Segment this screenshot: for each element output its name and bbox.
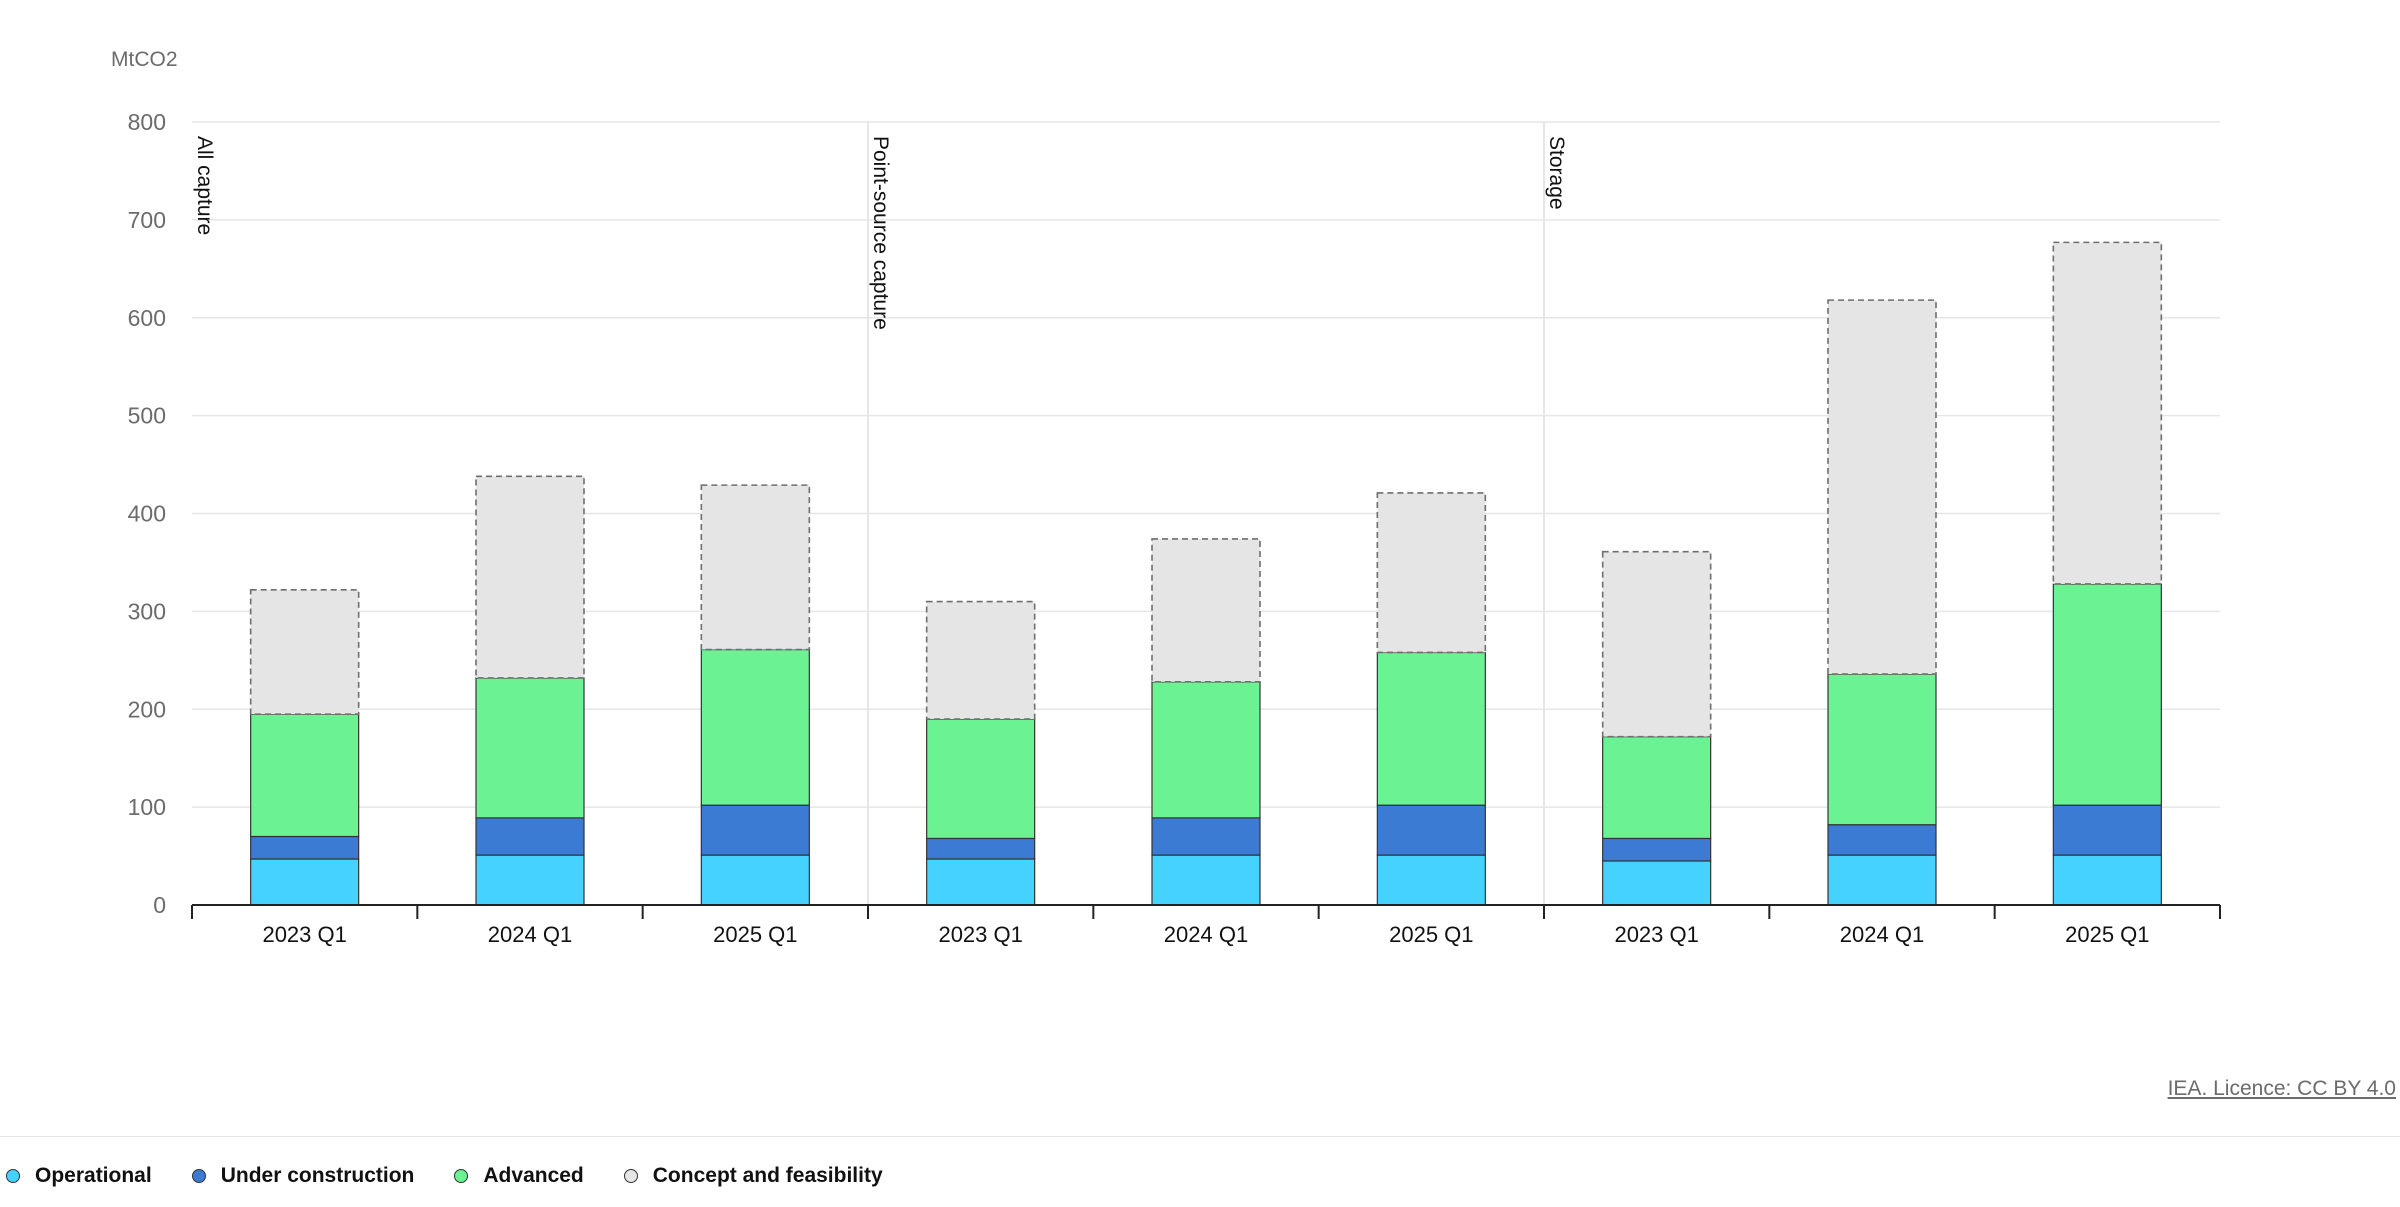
y-tick-label: 300 [128, 598, 166, 624]
bar-segment-operational [1376, 854, 1486, 906]
x-tick-label: 2023 Q1 [938, 922, 1022, 947]
bar-segment-concept-and-feasibility [700, 484, 811, 651]
y-tick-label: 700 [128, 207, 166, 233]
bar-segment-advanced [700, 648, 810, 806]
y-axis-unit-label: MtCO2 [111, 48, 178, 71]
bars [249, 241, 2163, 906]
bar-segment-advanced [1151, 681, 1261, 819]
legend-label: Operational [35, 1164, 152, 1187]
bar-segment-advanced [1602, 736, 1712, 840]
legend-swatch [623, 1169, 638, 1183]
bar-segment-advanced [1827, 673, 1937, 826]
bar-segment-concept-and-feasibility [1151, 538, 1261, 683]
bar-segment-advanced [250, 713, 360, 838]
bar-segment-concept-and-feasibility [1376, 492, 1487, 654]
bar-segment-operational [1827, 854, 1937, 906]
bar-segment-concept-and-feasibility [1601, 550, 1712, 738]
group-label: All capture [193, 136, 216, 235]
y-tick-labels: 0 100 200 300 400 500 600 700 800 [128, 109, 166, 918]
licence-credit-link[interactable]: IEA. Licence: CC BY 4.0 [2167, 1077, 2396, 1100]
y-tick-label: 200 [128, 696, 166, 722]
bar-segment-advanced [2052, 583, 2162, 806]
bar-segment-concept-and-feasibility [249, 589, 360, 715]
bar-segment-operational [926, 858, 1036, 906]
legend-item-advanced[interactable]: Advanced [454, 1164, 584, 1188]
bar-segment-advanced [1376, 651, 1486, 806]
bar-segment-concept-and-feasibility [925, 600, 1036, 720]
legend-swatch [6, 1169, 20, 1183]
x-tick-label: 2025 Q1 [2065, 922, 2149, 947]
bar-segment-advanced [475, 677, 585, 819]
bar-segment-operational [1602, 860, 1712, 906]
group-label: Point-source capture [869, 136, 892, 330]
x-tick-label: 2024 Q1 [488, 922, 572, 947]
x-tick-label: 2025 Q1 [1389, 922, 1473, 947]
legend-item-under-construction[interactable]: Under construction [191, 1164, 415, 1188]
legend-label: Advanced [483, 1164, 584, 1187]
bar-segment-concept-and-feasibility [2052, 241, 2163, 585]
legend-item-operational[interactable]: Operational [6, 1164, 152, 1188]
bar-segment-operational [1151, 854, 1261, 906]
x-tick-labels: 2023 Q1 2024 Q1 2025 Q1 2023 Q1 2024 Q1 2025 … [262, 922, 2149, 947]
axes [191, 904, 2221, 919]
bar-segment-under-construction [2052, 804, 2162, 856]
bar-segment-under-construction [475, 817, 585, 856]
bar-segment-under-construction [700, 804, 810, 856]
y-tick-label: 100 [128, 794, 166, 820]
legend-item-concept-and-feasibility[interactable]: Concept and feasibility [623, 1164, 883, 1188]
bar-segment-under-construction [1602, 837, 1712, 862]
group-label: Storage [1545, 136, 1568, 210]
group-separators [867, 122, 1545, 905]
y-tick-label: 800 [128, 109, 166, 135]
bar-segment-under-construction [926, 837, 1036, 860]
y-tick-label: 400 [128, 501, 166, 527]
bar-segment-operational [700, 854, 810, 906]
legend-swatch [191, 1169, 206, 1183]
x-tick-label: 2023 Q1 [262, 922, 346, 947]
legend-label: Concept and feasibility [652, 1164, 883, 1187]
x-tick-label: 2025 Q1 [713, 922, 797, 947]
bar-segment-under-construction [1151, 817, 1261, 856]
bar-segment-operational [2052, 854, 2162, 906]
bar-segment-operational [250, 858, 360, 906]
bar-segment-under-construction [1376, 804, 1486, 856]
bar-segment-concept-and-feasibility [475, 475, 585, 679]
x-tick-label: 2024 Q1 [1840, 922, 1924, 947]
y-tick-label: 600 [128, 305, 166, 331]
bar-segment-concept-and-feasibility [1827, 299, 1937, 675]
bar-segment-under-construction [1827, 824, 1937, 856]
y-tick-label: 0 [153, 892, 166, 918]
y-tick-label: 500 [128, 403, 166, 429]
legend-divider [0, 1136, 2400, 1137]
bar-segment-under-construction [250, 835, 360, 860]
bar-segment-advanced [926, 718, 1036, 840]
bar-segment-operational [475, 854, 585, 906]
x-tick-label: 2023 Q1 [1614, 922, 1698, 947]
group-labels: All capture Point-source capture Storage [193, 136, 1568, 330]
legend: Operational Under construction Advanced Con… [6, 1164, 923, 1188]
legend-swatch [454, 1169, 469, 1183]
x-tick-label: 2024 Q1 [1164, 922, 1248, 947]
legend-label: Under construction [220, 1164, 415, 1187]
